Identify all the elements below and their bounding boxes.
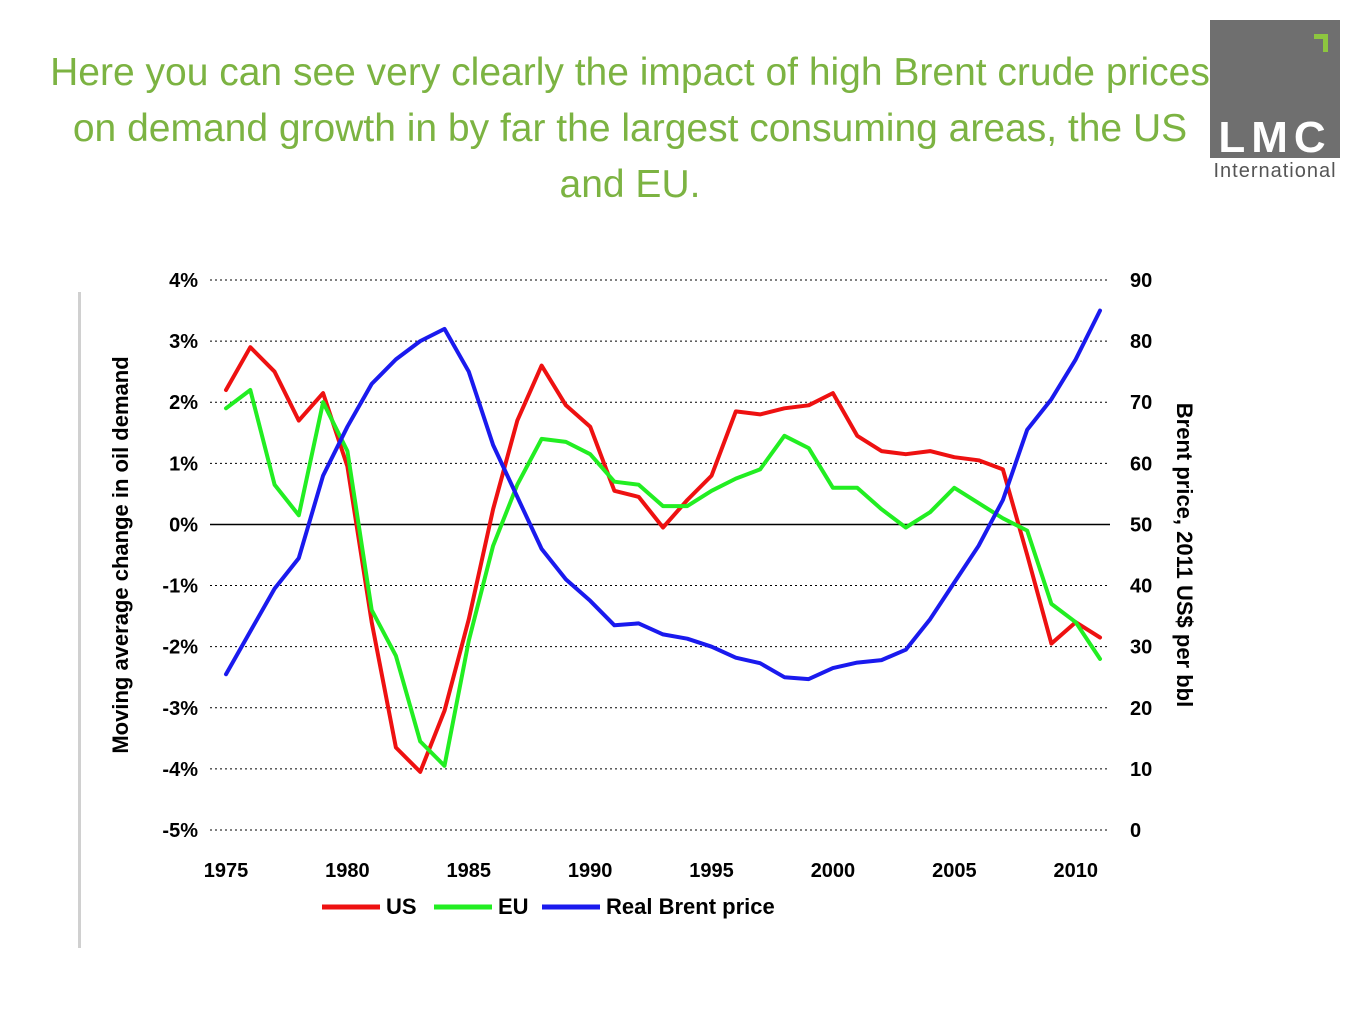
y2-tick-label: 70 [1130, 392, 1152, 414]
slide-title: Here you can see very clearly the impact… [50, 51, 1210, 206]
y-tick-label: -1% [162, 576, 198, 598]
x-tick-label: 1985 [447, 860, 492, 882]
logo-corner-icon [1314, 34, 1328, 52]
x-tick-label: 1990 [568, 860, 613, 882]
left-divider [78, 292, 81, 948]
legend-label: US [386, 894, 417, 919]
x-tick-label: 2005 [932, 860, 977, 882]
series-line-us [224, 345, 1102, 774]
y-tick-label: -5% [162, 820, 198, 842]
y2-tick-label: 80 [1130, 331, 1152, 353]
x-tick-label: 2000 [811, 860, 856, 882]
y-tick-label: -2% [162, 637, 198, 659]
y2-tick-label: 0 [1130, 820, 1141, 842]
y2-tick-label: 30 [1130, 637, 1152, 659]
x-tick-label: 2010 [1053, 860, 1098, 882]
y-tick-label: 3% [169, 331, 198, 353]
series-line-real-brent-price [224, 308, 1102, 682]
y-tick-label: 0% [169, 514, 198, 536]
legend-label: EU [498, 894, 529, 919]
y-tick-label: 4% [169, 270, 198, 292]
y2-tick-label: 60 [1130, 453, 1152, 475]
y2-tick-label: 90 [1130, 270, 1152, 292]
y2-tick-label: 40 [1130, 576, 1152, 598]
y2-tick-label: 50 [1130, 514, 1152, 536]
logo-letters: LMC [1218, 113, 1332, 162]
y-tick-label: -3% [162, 698, 198, 720]
y2-tick-label: 20 [1130, 698, 1152, 720]
y-tick-label: 1% [169, 453, 198, 475]
legend-label: Real Brent price [606, 894, 775, 919]
y-axis-title: Moving average change in oil demand [108, 356, 133, 753]
company-logo: LMC International [1210, 20, 1340, 182]
y2-tick-label: 10 [1130, 759, 1152, 781]
x-tick-label: 1975 [204, 860, 249, 882]
y-tick-label: -4% [162, 759, 198, 781]
x-tick-label: 1980 [325, 860, 370, 882]
logo-subtitle: International [1213, 160, 1337, 182]
y-tick-label: 2% [169, 392, 198, 414]
x-tick-label: 1995 [689, 860, 734, 882]
logo-box [1210, 20, 1340, 158]
series-line-eu [224, 388, 1102, 768]
y2-axis-title: Brent price, 2011 US$ per bbl [1172, 403, 1197, 707]
